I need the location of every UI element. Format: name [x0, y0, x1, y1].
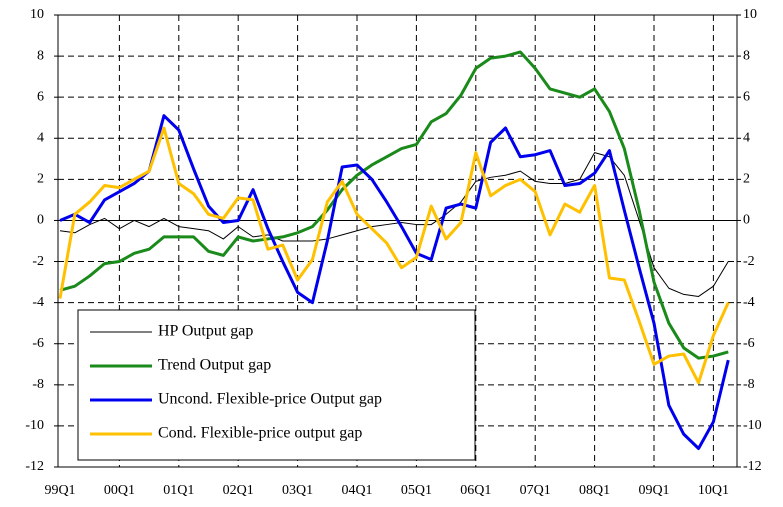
x-tick-label: 00Q1 [104, 483, 135, 498]
y-tick-label: 4 [37, 130, 44, 145]
x-tick-label: 99Q1 [44, 483, 75, 498]
y-tick-label: -8 [32, 377, 44, 392]
y2-tick-label: -6 [743, 336, 755, 351]
y2-tick-label: 0 [743, 213, 750, 228]
y-tick-label: -12 [25, 459, 44, 474]
y2-tick-label: -10 [743, 418, 762, 433]
y-tick-label: 6 [37, 89, 44, 104]
series-line [59, 114, 730, 451]
x-tick-label: 05Q1 [401, 483, 432, 498]
y-tick-label: 0 [37, 213, 44, 228]
series-line [59, 50, 729, 360]
legend-label: HP Output gap [158, 323, 253, 340]
x-tick-label: 03Q1 [282, 483, 313, 498]
x-tick-label: 06Q1 [460, 483, 491, 498]
x-tick-label: 10Q1 [698, 483, 729, 498]
y-tick-label: -6 [32, 336, 44, 351]
x-tick-label: 04Q1 [341, 483, 372, 498]
x-tick-label: 08Q1 [579, 483, 610, 498]
x-tick-label: 07Q1 [520, 483, 551, 498]
y-tick-label: 2 [37, 172, 44, 187]
series-line [58, 126, 730, 385]
y2-tick-label: -8 [743, 377, 755, 392]
legend-label: Cond. Flexible-price output gap [158, 425, 362, 442]
legend-label: Uncond. Flexible-price Output gap [158, 391, 382, 408]
legend-label: Trend Output gap [158, 357, 271, 374]
y-tick-label: -10 [25, 418, 44, 433]
y-tick-label: -4 [32, 295, 44, 310]
legend: HP Output gap Trend Output gap Uncond. Fle… [77, 309, 476, 461]
x-tick-label: 09Q1 [638, 483, 669, 498]
y2-tick-label: 6 [743, 89, 750, 104]
y2-tick-label: -12 [743, 459, 762, 474]
y2-tick-label: 4 [743, 130, 750, 145]
x-tick-label: 01Q1 [163, 483, 194, 498]
y2-tick-label: -4 [743, 295, 755, 310]
x-tick-label: 02Q1 [223, 483, 254, 498]
y2-tick-label: 2 [743, 172, 750, 187]
y-tick-label: 10 [30, 7, 44, 22]
y2-tick-label: 8 [743, 48, 750, 63]
series-line [59, 152, 729, 297]
y-tick-label: -2 [32, 254, 44, 269]
y-tick-label: 8 [37, 48, 44, 63]
y2-tick-label: -2 [743, 254, 755, 269]
y2-tick-label: 10 [743, 7, 757, 22]
plot-frame [57, 14, 738, 468]
